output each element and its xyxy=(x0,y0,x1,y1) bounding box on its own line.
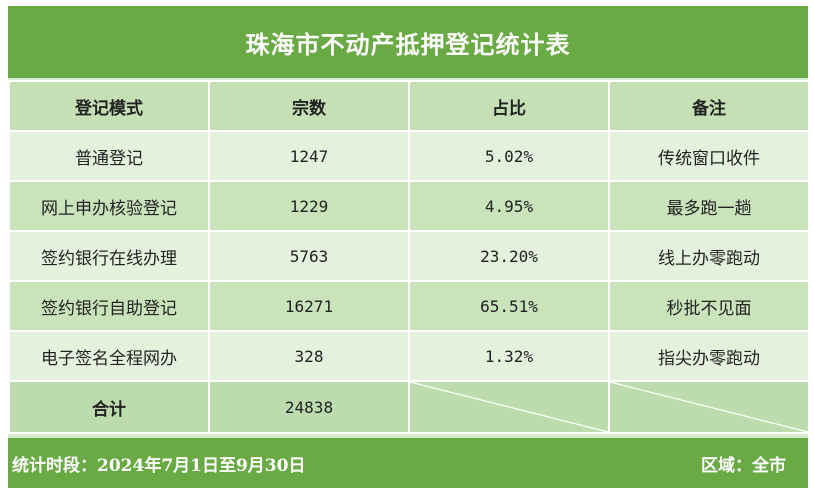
empty-cell-diagonal xyxy=(408,380,610,434)
cell-ratio: 23.20% xyxy=(408,230,610,282)
cell-mode: 电子签名全程网办 xyxy=(8,330,210,382)
cell-count: 328 xyxy=(208,330,410,382)
cell-ratio: 5.02% xyxy=(408,130,610,182)
cell-ratio: 4.95% xyxy=(408,180,610,232)
cell-ratio: 65.51% xyxy=(408,280,610,332)
cell-count: 1229 xyxy=(208,180,410,232)
cell-count: 5763 xyxy=(208,230,410,282)
diagonal-line xyxy=(610,382,808,432)
cell-note: 线上办零跑动 xyxy=(608,230,810,282)
column-header-ratio: 占比 xyxy=(408,80,610,132)
diagonal-line xyxy=(410,382,608,432)
statistics-table: 登记模式 宗数 占比 备注 普通登记 1247 5.02% 传统窗口收件 网上申… xyxy=(8,80,810,434)
total-row: 合计 24838 xyxy=(8,380,810,434)
column-header-note: 备注 xyxy=(608,80,810,132)
cell-ratio: 1.32% xyxy=(408,330,610,382)
cell-note: 最多跑一趟 xyxy=(608,180,810,232)
table-row: 电子签名全程网办 328 1.32% 指尖办零跑动 xyxy=(8,330,810,382)
table-row: 网上申办核验登记 1229 4.95% 最多跑一趟 xyxy=(8,180,810,232)
empty-cell-diagonal xyxy=(608,380,810,434)
cell-note: 秒批不见面 xyxy=(608,280,810,332)
page-title: 珠海市不动产抵押登记统计表 xyxy=(8,6,808,78)
cell-note: 传统窗口收件 xyxy=(608,130,810,182)
cell-count: 16271 xyxy=(208,280,410,332)
cell-mode: 普通登记 xyxy=(8,130,210,182)
cell-mode: 网上申办核验登记 xyxy=(8,180,210,232)
cell-note: 指尖办零跑动 xyxy=(608,330,810,382)
cell-mode: 签约银行在线办理 xyxy=(8,230,210,282)
cell-count: 1247 xyxy=(208,130,410,182)
statistics-region: 区域：全市 xyxy=(701,455,786,476)
total-count: 24838 xyxy=(208,380,410,434)
table-header-row: 登记模式 宗数 占比 备注 xyxy=(8,80,810,132)
column-header-count: 宗数 xyxy=(208,80,410,132)
table-row: 签约银行在线办理 5763 23.20% 线上办零跑动 xyxy=(8,230,810,282)
column-header-mode: 登记模式 xyxy=(8,80,210,132)
total-label: 合计 xyxy=(8,380,210,434)
footer-bar: 统计时段：2024年7月1日至9月30日 区域：全市 xyxy=(8,438,808,488)
cell-mode: 签约银行自助登记 xyxy=(8,280,210,332)
statistics-panel: 珠海市不动产抵押登记统计表 登记模式 宗数 占比 备注 普通登记 1247 5.… xyxy=(8,6,810,488)
statistics-period: 统计时段：2024年7月1日至9月30日 xyxy=(12,455,306,476)
table-row: 普通登记 1247 5.02% 传统窗口收件 xyxy=(8,130,810,182)
table-row: 签约银行自助登记 16271 65.51% 秒批不见面 xyxy=(8,280,810,332)
